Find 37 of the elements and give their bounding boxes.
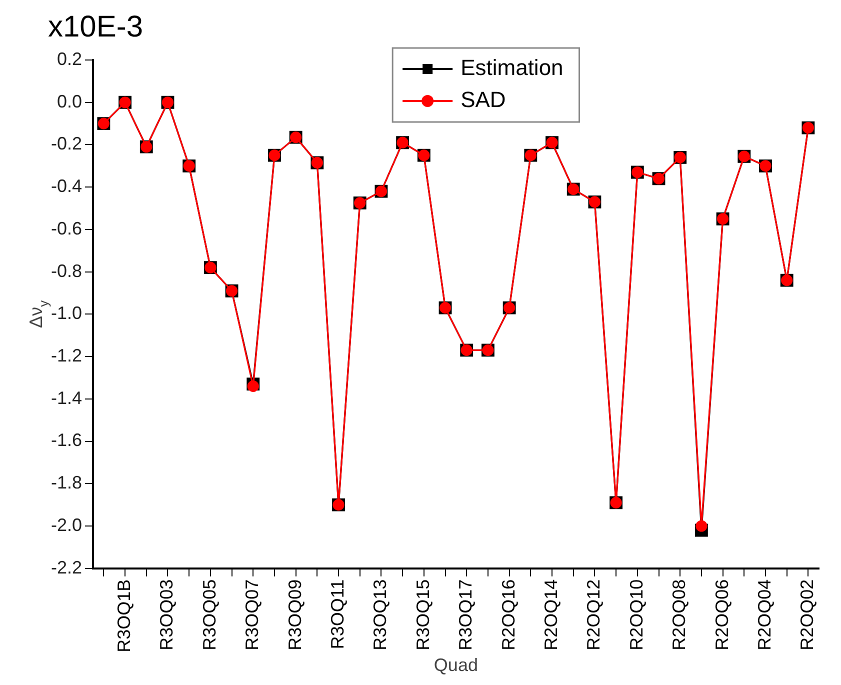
x-tick-label: R2OQ02 — [797, 579, 818, 650]
x-tick-label: R2OQ14 — [540, 579, 561, 650]
y-tick-label: -0.4 — [50, 176, 82, 196]
point — [247, 380, 259, 392]
x-tick-label: R3OQ11 — [327, 579, 348, 650]
y-tick-label: 0.2 — [56, 48, 82, 69]
y-tick-label: -2.2 — [50, 557, 82, 578]
y-tick-label: -1.8 — [50, 472, 82, 493]
y-tick-label: -0.8 — [50, 260, 82, 281]
x-tick-label: R3OQ09 — [284, 579, 305, 650]
y-tick-label: -1.4 — [50, 388, 82, 408]
x-tick-label: R2OQ04 — [754, 579, 774, 650]
x-tick-label: R2OQ12 — [584, 579, 604, 650]
y-tick-label: -1.2 — [50, 346, 82, 366]
x-tick-label: R2OQ10 — [626, 579, 646, 650]
x-tick-label: R3OQ17 — [456, 579, 476, 650]
x-tick-label: R2OQ08 — [669, 579, 690, 650]
x-tick-label: R3OQ03 — [156, 579, 177, 650]
legend-label: Estimation — [460, 55, 564, 80]
chart-title: x10E-3 — [48, 10, 144, 44]
y-axis-title: Δνy — [26, 300, 51, 328]
point — [696, 520, 708, 532]
y-tick-label: -0.2 — [50, 134, 82, 154]
x-tick-label: R3OQ07 — [242, 579, 262, 650]
y-tick-label: -1.6 — [50, 430, 82, 450]
legend-label: SAD — [460, 87, 506, 112]
x-tick-label: R2OQ16 — [498, 579, 518, 650]
y-tick-label: -1.0 — [50, 303, 82, 324]
y-tick-label: -0.6 — [50, 218, 82, 238]
x-tick-label: R3OQ05 — [199, 579, 220, 650]
x-tick-label: R3OQ15 — [412, 579, 433, 650]
x-tick-label: R3OQ1B — [114, 579, 134, 652]
x-tick-label: R2OQ06 — [712, 579, 732, 650]
x-axis-title: Quad — [434, 655, 478, 676]
y-tick-label: -2.0 — [50, 514, 82, 535]
x-tick-label: R3OQ13 — [370, 579, 390, 650]
y-tick-label: 0.0 — [56, 91, 82, 112]
